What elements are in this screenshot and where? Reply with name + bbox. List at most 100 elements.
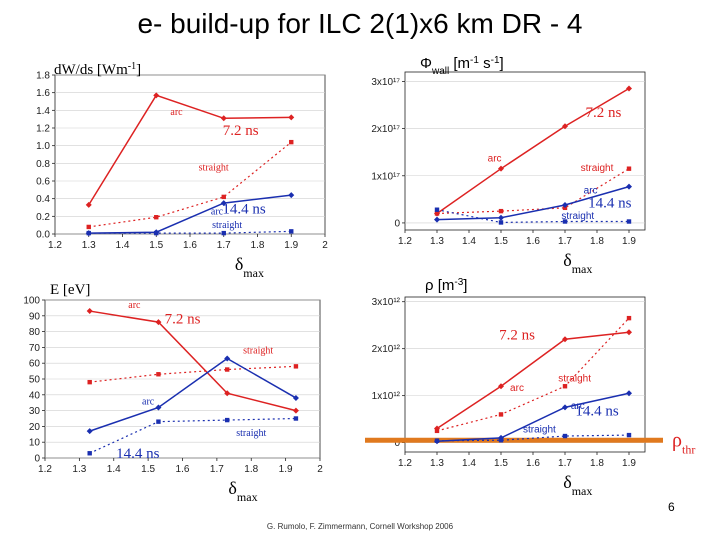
power-x-tick-label: 1.5	[149, 240, 163, 251]
power-y-tick-label: 0.0	[36, 230, 50, 241]
page-number: 6	[668, 500, 675, 514]
density-x-tick-label: 1.4	[462, 458, 476, 469]
density-series-7-2-ns-straight-line	[436, 317, 630, 432]
energy-chart: 0 10 20 30 40 50 60 70 80 90 100 1.2 1.3 1.4 1.5 1.6 1.7…	[23, 282, 323, 504]
density-series-14-4-ns-straight-line	[436, 434, 630, 442]
power-series-14-4-ns-arc-line	[88, 194, 292, 234]
density-x-tick-label: 1.8	[590, 458, 604, 469]
density-series-7-2-ns-arc-point	[498, 383, 504, 390]
power-series-14-4-ns-straight-point	[289, 229, 294, 234]
power-annotation-7-2-ns: 7.2 ns	[223, 123, 259, 139]
density-series-14-4-ns-arc-point	[626, 390, 632, 397]
density-annotation-arc: arc	[571, 401, 585, 412]
energy-series-7-2-ns-straight-point	[293, 364, 299, 369]
power-y-tick-label: 0.2	[36, 212, 50, 223]
density-chart: 0 1x10¹² 2x10¹² 3x10¹² 1.2 1.3 1.4 1.5 1.6 1.7 1.8…	[365, 277, 695, 498]
density-series-14-4-ns-straight-point	[626, 432, 632, 438]
power-series-7-2-ns-straight-point	[86, 224, 91, 230]
flux-series-14-4-ns-straight-point	[434, 207, 440, 212]
energy-y-tick-label: 60	[29, 359, 41, 370]
power-y-tick-label: 1.4	[36, 106, 50, 117]
flux-x-tick-label: 1.5	[494, 236, 508, 247]
density-plot-frame	[404, 296, 646, 453]
flux-x-axis-title: δmax	[563, 250, 592, 276]
flux-x-tick-label: 1.4	[462, 236, 476, 247]
flux-x-tick-label: 1.9	[622, 236, 636, 247]
power-series-7-2-ns-arc-point	[220, 115, 227, 122]
density-series-7-2-ns-arc-point	[626, 329, 632, 336]
flux-annotation-arc: arc	[584, 186, 598, 197]
flux-x-tick-label: 1.3	[430, 236, 444, 247]
energy-series-7-2-ns-arc-point	[86, 308, 93, 315]
density-y-axis-title: ρ [m-3]	[425, 277, 467, 295]
energy-series-14-4-ns-straight-point	[224, 417, 230, 423]
density-series-14-4-ns-straight-point	[498, 438, 504, 443]
flux-series-14-4-ns-straight-point	[626, 219, 632, 224]
energy-series-14-4-ns-straight-point	[156, 419, 161, 424]
energy-x-tick-label: 1.8	[244, 464, 258, 475]
power-x-tick-label: 1.3	[82, 240, 96, 251]
density-series-14-4-ns-straight-point	[434, 438, 440, 443]
energy-series-7-2-ns-arc-point	[292, 407, 299, 414]
power-plot-frame	[54, 74, 326, 235]
power-annotation-straight: straight	[199, 162, 229, 173]
energy-y-tick-label: 70	[29, 343, 41, 354]
power-x-axis-title: δmax	[235, 254, 264, 280]
density-annotation-straight: straight	[523, 424, 556, 435]
power-series-7-2-ns-straight-point	[221, 194, 226, 200]
energy-x-tick-label: 2	[317, 464, 323, 475]
density-series-7-2-ns-straight-point	[498, 412, 504, 417]
density-x-tick-label: 1.6	[526, 458, 540, 469]
energy-annotation-arc: arc	[142, 396, 155, 407]
flux-series-7-2-ns-straight-point	[498, 208, 504, 214]
power-annotation-arc: arc	[211, 207, 224, 218]
power-series-14-4-ns-arc-point	[288, 192, 295, 199]
flux-series-7-2-ns-straight-point	[434, 211, 440, 216]
flux-plot-frame	[404, 71, 646, 231]
flux-annotation-straight: straight	[581, 163, 614, 174]
density-y-tick-label: 0	[394, 438, 400, 449]
flux-annotation-straight: straight	[561, 211, 594, 222]
energy-x-tick-label: 1.5	[141, 464, 155, 475]
power-x-tick-label: 1.6	[183, 240, 197, 251]
flux-x-tick-label: 1.7	[558, 236, 572, 247]
flux-series-14-4-ns-arc-line	[436, 185, 630, 221]
density-y-tick-label: 2x10¹²	[372, 344, 401, 355]
footer-credit: G. Rumolo, F. Zimmermann, Cornell Worksh…	[266, 522, 454, 531]
flux-series-7-2-ns-arc-point	[626, 85, 632, 92]
energy-series-14-4-ns-arc-point	[155, 404, 162, 411]
flux-series-7-2-ns-arc-point	[562, 123, 568, 130]
flux-series-14-4-ns-arc-point	[562, 202, 568, 209]
energy-annotation-straight: straight	[236, 428, 266, 439]
density-x-axis-title: δmax	[563, 472, 592, 498]
power-annotation-arc: arc	[170, 107, 183, 118]
power-y-tick-label: 0.4	[36, 194, 50, 205]
energy-series-7-2-ns-arc-line	[89, 310, 297, 412]
density-threshold-label: ρthr	[672, 429, 695, 456]
power-series-14-4-ns-straight-line	[88, 230, 292, 234]
density-series-7-2-ns-straight-point	[434, 428, 440, 434]
energy-x-tick-label: 1.7	[210, 464, 224, 475]
energy-annotation-arc: arc	[128, 300, 141, 311]
energy-x-tick-label: 1.9	[279, 464, 293, 475]
flux-y-tick-label: 2x10¹⁷	[371, 124, 400, 135]
energy-series-7-2-ns-straight-point	[87, 379, 92, 385]
energy-y-tick-label: 10	[29, 438, 41, 449]
density-series-14-4-ns-straight-point	[562, 433, 568, 439]
density-series-7-2-ns-straight-point	[562, 384, 568, 389]
power-series-14-4-ns-arc-point	[220, 200, 227, 207]
power-y-tick-label: 1.8	[36, 71, 50, 82]
energy-series-7-2-ns-straight-point	[156, 372, 161, 377]
energy-x-tick-label: 1.2	[38, 464, 52, 475]
density-annotation-straight: straight	[558, 374, 591, 385]
flux-series-7-2-ns-arc-line	[436, 87, 630, 215]
flux-x-tick-label: 1.6	[526, 236, 540, 247]
flux-y-tick-label: 1x10¹⁷	[371, 171, 400, 182]
power-series-7-2-ns-arc-line	[88, 94, 292, 206]
density-series-14-4-ns-arc-point	[562, 404, 568, 411]
energy-series-14-4-ns-straight-point	[293, 416, 299, 421]
energy-x-tick-label: 1.3	[72, 464, 86, 475]
power-annotation-straight: straight	[212, 220, 242, 231]
density-annotation-arc: arc	[510, 383, 524, 394]
